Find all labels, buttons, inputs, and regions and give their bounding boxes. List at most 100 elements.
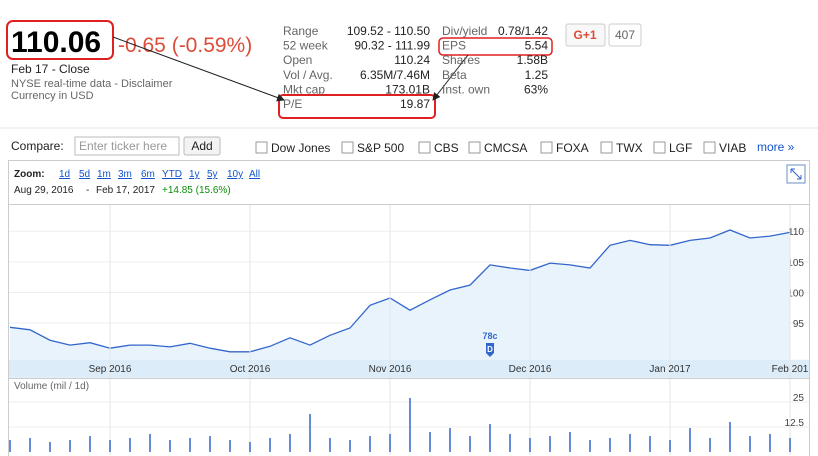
more-link[interactable]: more » (757, 140, 795, 154)
volume-bar (189, 438, 191, 452)
ticker-name[interactable]: CBS (434, 141, 459, 155)
y-tick-label: 105 (787, 258, 804, 269)
volume-bar (109, 440, 111, 452)
range-separator: - (86, 185, 89, 196)
ticker-checkbox[interactable] (600, 141, 613, 154)
volume-bar (509, 434, 511, 452)
x-axis-band (9, 359, 809, 378)
currency: Currency in USD (11, 90, 94, 102)
stat-value: 63% (524, 82, 548, 96)
stat-value: 5.54 (525, 39, 549, 53)
zoom-option[interactable]: 10y (227, 169, 243, 180)
stat-value: 90.32 - 111.99 (354, 39, 430, 53)
stat-value: 6.35M/7.46M (360, 68, 430, 82)
zoom-label: Zoom: (14, 169, 45, 180)
ticker-placeholder[interactable]: Enter ticker here (79, 139, 167, 153)
ticker-name[interactable]: Dow Jones (271, 141, 330, 155)
stat-label: Inst. own (442, 82, 490, 96)
x-tick-label: Dec 2016 (509, 364, 552, 375)
volume-bar (29, 438, 31, 452)
stat-value: 19.87 (400, 97, 430, 111)
volume-bar (789, 438, 791, 452)
chart-frame (8, 160, 810, 456)
y-tick-label: 95 (793, 319, 805, 330)
stat-label: P/E (283, 97, 302, 111)
stat-label: EPS (442, 39, 466, 53)
x-tick-label: Jan 2017 (649, 364, 691, 375)
stat-label: Open (283, 53, 312, 67)
volume-bar (549, 436, 551, 452)
ticker-name[interactable]: VIAB (719, 141, 746, 155)
volume-bar (69, 440, 71, 452)
zoom-option[interactable]: 6m (141, 169, 155, 180)
zoom-option[interactable]: 1m (97, 169, 111, 180)
y-tick-label: 12.5 (785, 418, 805, 429)
add-label[interactable]: Add (191, 139, 212, 153)
volume-bar (769, 434, 771, 452)
price-area (10, 230, 790, 360)
volume-bar (369, 436, 371, 452)
zoom-option[interactable]: 1d (59, 169, 70, 180)
volume-bar (129, 438, 131, 452)
gplus-label[interactable]: G+1 (573, 28, 596, 42)
stat-value: 109.52 - 110.50 (347, 24, 431, 38)
price-line (9, 229, 791, 353)
price: 110.06 (11, 26, 101, 59)
volume-bar (89, 436, 91, 452)
stat-value: 110.24 (394, 53, 430, 67)
stat-value: 0.78/1.42 (498, 24, 548, 38)
zoom-option[interactable]: 1y (189, 169, 200, 180)
ticker-name[interactable]: FOXA (556, 141, 589, 155)
gplus-button[interactable] (565, 23, 606, 47)
close-date: Feb 17 - Close (11, 62, 90, 76)
range-change: +14.85 (15.6%) (162, 185, 231, 196)
stat-label: Mkt cap (283, 82, 325, 96)
volume-bar (249, 442, 251, 452)
x-tick-label: Sep 2016 (89, 364, 132, 375)
stat-value: 1.25 (525, 68, 549, 82)
volume-bar (489, 424, 491, 452)
zoom-options: 1d 5d 1m 3m 6m YTD 1y 5y 10y All (59, 169, 260, 180)
volume-bar (709, 438, 711, 452)
ticker-name[interactable]: TWX (616, 141, 643, 155)
dividend-flag[interactable] (486, 343, 494, 357)
dividend-marker[interactable]: D (487, 345, 493, 354)
volume-bar (749, 436, 751, 452)
zoom-option[interactable]: YTD (162, 169, 182, 180)
zoom-option[interactable]: 5y (207, 169, 218, 180)
volume-bar (689, 428, 691, 452)
add-button[interactable] (183, 136, 221, 156)
stat-label: Shares (442, 53, 480, 67)
x-tick-label: Nov 2016 (369, 364, 412, 375)
chart: 95 100 105 110 115 Sep 2016 Oct 2016 Nov 2016 De… (9, 197, 809, 455)
volume-bar (529, 438, 531, 452)
range-start: Aug 29, 2016 (14, 185, 74, 196)
ticker-checkbox[interactable] (255, 141, 268, 154)
zoom-option[interactable]: 5d (79, 169, 90, 180)
ticker-name[interactable]: S&P 500 (357, 141, 404, 155)
stats: Range 109.52 - 110.50 52 week 90.32 - 111.9… (283, 24, 548, 111)
ticker-name[interactable]: CMCSA (484, 141, 527, 155)
volume-bar (309, 414, 311, 452)
ticker-name[interactable]: LGF (669, 141, 692, 155)
stat-label: Beta (442, 68, 467, 82)
ticker-checkbox[interactable] (653, 141, 666, 154)
ticker-checkbox[interactable] (540, 141, 553, 154)
ticker-checkbox[interactable] (703, 141, 716, 154)
zoom-option[interactable]: All (249, 169, 260, 180)
expand-icon[interactable] (790, 168, 802, 180)
ticker-input[interactable] (74, 136, 180, 156)
ticker-checkbox[interactable] (418, 141, 431, 154)
zoom-option[interactable]: 3m (118, 169, 132, 180)
y-tick-label: 115 (788, 197, 804, 208)
volume-bar (349, 440, 351, 452)
x-tick-label: Oct 2016 (230, 364, 271, 375)
y-tick-label: 100 (787, 288, 804, 299)
highlight-boxes (6, 20, 553, 119)
ticker-checkbox[interactable] (341, 141, 354, 154)
compare-label: Compare: (11, 139, 64, 153)
ticker-checkbox[interactable] (468, 141, 481, 154)
y-tick-label: 25 (793, 393, 805, 404)
volume-bar (609, 438, 611, 452)
